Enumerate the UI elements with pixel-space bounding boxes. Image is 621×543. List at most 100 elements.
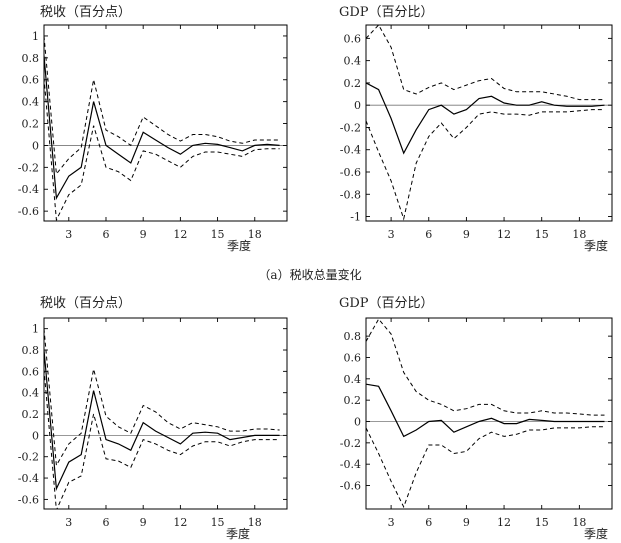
y-tick-label: 0.4: [344, 55, 362, 68]
panel-gdp-top: GDP（百分比） -1 -0.8 -0.6 -0.4 -0.2 0 0.2 0.4 0.6 3 6…: [339, 5, 613, 253]
y-tick-labels: -0.6 -0.4 -0.2 0 0.2 0.4 0.6 0.8 1: [18, 30, 39, 218]
x-axis-label: 季度: [227, 238, 251, 253]
x-tick-label: 9: [140, 228, 147, 241]
y-tick-label: 0.2: [344, 394, 362, 407]
y-tick-label: -0.2: [340, 437, 361, 450]
y-tick-label: -0.2: [340, 121, 361, 134]
x-tick-label: 18: [572, 228, 586, 241]
y-tick-label: -0.6: [18, 493, 39, 506]
x-tick-label: 12: [173, 228, 187, 241]
x-tick-label: 12: [497, 228, 511, 241]
y-tick-label: 0.2: [22, 408, 40, 421]
series-line-upper: [44, 328, 280, 467]
y-tick-label: 0.8: [22, 344, 40, 357]
y-tick-label: -0.2: [18, 161, 39, 174]
x-tick-label: 15: [211, 516, 225, 529]
y-tick-label: -0.4: [340, 144, 361, 157]
series-line-upper: [366, 25, 605, 101]
series-line-lower: [44, 369, 280, 509]
panel-caption: （a）税收总量变化: [258, 267, 361, 282]
y-tick-label: -0.6: [18, 205, 39, 218]
y-tick-label: -0.4: [340, 458, 361, 471]
y-tick-label: 0.8: [22, 52, 40, 65]
panel-tax-top: 税收（百分点） -0.6 -0.4 -0.2 0 0.2 0.4 0.6 0.8 1 3 6 9 12…: [18, 5, 288, 253]
y-tick-label: 0.6: [344, 351, 362, 364]
y-tick-label: 1: [32, 323, 39, 336]
x-tick-label: 9: [463, 516, 470, 529]
x-tick-labels: 3 6 9 12 15 18: [388, 228, 587, 241]
x-axis-label: 季度: [584, 238, 608, 253]
y-tick-label: 1: [32, 30, 39, 43]
y-tick-label: 0.6: [22, 74, 40, 87]
x-tick-label: 3: [388, 228, 395, 241]
x-tick-label: 12: [497, 516, 511, 529]
plot-frame: [365, 317, 613, 510]
tick-marks: [44, 25, 287, 221]
series-line-upper: [366, 318, 605, 416]
plot-frame: [43, 317, 288, 510]
x-tick-labels: 3 6 9 12 15 18: [388, 516, 587, 529]
plot-frame: [365, 24, 613, 222]
x-tick-label: 18: [572, 516, 586, 529]
y-tick-labels: -0.6 -0.4 -0.2 0 0.2 0.4 0.6 0.8: [340, 330, 361, 492]
series-line-estimate: [366, 82, 605, 155]
tick-marks: [366, 318, 612, 509]
y-tick-label: 0: [32, 429, 39, 442]
series-group: [44, 328, 280, 509]
chart-title: GDP（百分比）: [339, 296, 434, 311]
x-tick-label: 6: [425, 516, 432, 529]
series-line-lower: [366, 109, 605, 221]
x-tick-label: 15: [535, 516, 549, 529]
x-tick-label: 12: [173, 516, 187, 529]
x-tick-labels: 3 6 9 12 15 18: [65, 516, 261, 529]
x-tick-label: 3: [388, 516, 395, 529]
x-tick-label: 6: [102, 516, 109, 529]
series-line-estimate: [44, 55, 280, 200]
plot-frame: [43, 24, 288, 222]
y-tick-labels: -1 -0.8 -0.6 -0.4 -0.2 0 0.2 0.4 0.6: [340, 32, 361, 223]
tick-marks: [366, 25, 612, 221]
x-tick-label: 18: [248, 516, 262, 529]
x-tick-label: 15: [535, 228, 549, 241]
tick-marks: [44, 318, 287, 509]
y-tick-label: -0.2: [18, 451, 39, 464]
chart-title: 税收（百分点）: [40, 296, 131, 311]
chart-title: 税收（百分点）: [40, 5, 131, 20]
series-line-lower: [366, 426, 605, 509]
y-tick-label: -0.6: [340, 480, 361, 493]
x-tick-label: 9: [463, 228, 470, 241]
y-tick-label: -0.4: [18, 472, 39, 485]
series-line-estimate: [366, 383, 605, 438]
series-line-upper: [44, 35, 280, 176]
y-tick-label: -1: [350, 211, 361, 224]
x-tick-labels: 3 6 9 12 15 18: [65, 228, 261, 241]
series-line-estimate: [44, 349, 280, 491]
y-tick-label: 0.4: [22, 96, 40, 109]
y-tick-label: 0.6: [344, 32, 362, 45]
y-tick-label: -0.8: [340, 188, 361, 201]
x-tick-label: 3: [65, 516, 72, 529]
y-tick-label: 0.4: [344, 373, 362, 386]
y-tick-label: 0.2: [344, 77, 362, 90]
y-tick-label: 0.2: [22, 118, 40, 131]
x-tick-label: 18: [248, 228, 262, 241]
x-axis-label: 季度: [584, 526, 608, 541]
series-group: [44, 35, 280, 221]
series-line-lower: [44, 77, 280, 221]
chart-title: GDP（百分比）: [339, 5, 434, 20]
y-tick-labels: -0.6 -0.4 -0.2 0 0.2 0.4 0.6 0.8 1: [18, 323, 39, 507]
y-tick-label: -0.6: [340, 166, 361, 179]
y-tick-label: 0: [354, 416, 361, 429]
x-tick-label: 6: [425, 228, 432, 241]
y-tick-label: 0: [354, 99, 361, 112]
y-tick-label: 0.6: [22, 365, 40, 378]
x-tick-label: 3: [65, 228, 72, 241]
series-group: [366, 318, 605, 509]
x-tick-label: 6: [102, 228, 109, 241]
x-axis-label: 季度: [226, 526, 250, 541]
y-tick-label: 0.4: [22, 387, 40, 400]
y-tick-label: 0.8: [344, 330, 362, 343]
y-tick-label: 0: [32, 139, 39, 152]
x-tick-label: 9: [140, 516, 147, 529]
